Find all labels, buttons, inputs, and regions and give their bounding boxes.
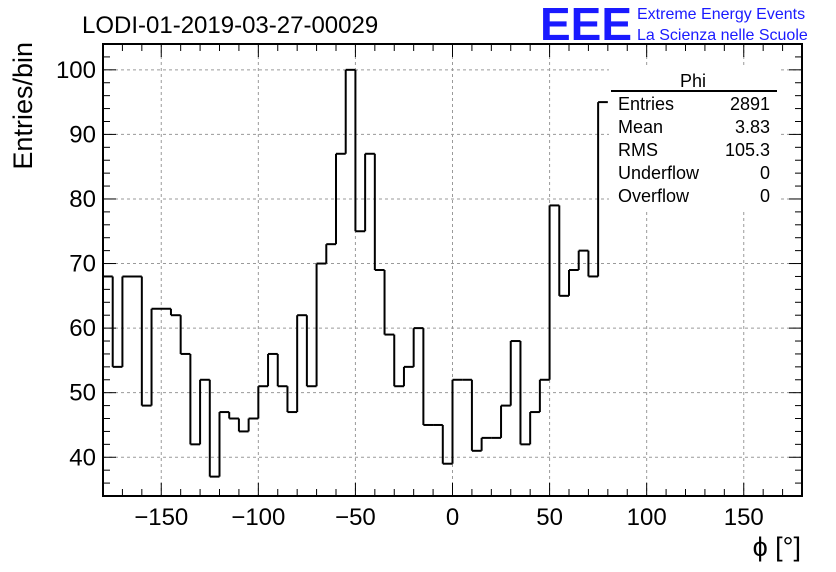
histogram-bin	[345, 68, 357, 232]
histogram-bin	[112, 276, 124, 368]
histogram-bin	[462, 378, 473, 451]
histogram-bin	[248, 386, 260, 420]
histogram-bin	[122, 275, 143, 406]
histogram-bin	[394, 366, 405, 388]
x-tick-label: −100	[231, 504, 285, 531]
histogram-bin	[578, 249, 590, 277]
histogram-bin	[306, 263, 318, 388]
tick-labels: −150 −100 −50 0 50 100 150 40 50 60 70 80 90 100	[56, 57, 764, 531]
stats-label-entries: Entries	[618, 94, 674, 114]
histogram-bin	[326, 153, 337, 246]
x-tick-label: 50	[536, 504, 563, 531]
stats-label-underflow: Underflow	[618, 163, 700, 183]
y-tick-label: 70	[69, 251, 96, 278]
histogram-bin	[403, 328, 415, 368]
histogram-bin	[336, 69, 347, 155]
x-tick-label: −50	[335, 504, 376, 531]
y-tick-label: 40	[69, 444, 96, 471]
x-axis-title: ϕ [°]	[753, 532, 801, 562]
histogram-bin	[569, 250, 580, 271]
stats-box: Phi Entries 2891 Mean 3.83 RMS 105.3 Und…	[609, 68, 779, 210]
histogram-bin	[520, 412, 532, 446]
histogram-bin	[190, 379, 202, 446]
histogram-bin	[316, 244, 328, 265]
axis-ticks	[103, 43, 802, 496]
y-tick-label: 80	[69, 186, 96, 213]
histogram-bin	[200, 378, 211, 477]
histogram-bin	[219, 411, 231, 419]
y-axis-title: Entries/bin	[8, 42, 38, 170]
chart-title: LODI-01-2019-03-27-00029	[82, 12, 378, 39]
stats-label-rms: RMS	[618, 140, 658, 160]
histogram-bin	[539, 205, 551, 381]
histogram-bin	[588, 102, 600, 278]
histogram-bin	[559, 270, 570, 297]
y-tick-label: 50	[69, 380, 96, 407]
x-tick-label: 100	[627, 504, 667, 531]
histogram-bin	[287, 315, 299, 414]
y-tick-label: 60	[69, 315, 96, 342]
histogram-series	[103, 68, 608, 478]
histogram-bin	[141, 308, 153, 407]
histogram-bin	[374, 269, 386, 335]
stats-value-mean: 3.83	[735, 117, 770, 137]
histogram-bin	[491, 405, 503, 439]
y-tick-label: 100	[56, 57, 96, 84]
eee-logo-mark: EEE	[540, 0, 632, 50]
histogram-bin	[413, 327, 425, 425]
eee-logo-line2: La Scienza nelle Scuole	[637, 27, 808, 44]
histogram-bin	[365, 152, 376, 270]
x-tick-label: 0	[446, 504, 459, 531]
histogram-bin	[229, 417, 240, 432]
eee-logo: EEE Extreme Energy Events La Scienza nel…	[540, 0, 808, 50]
stats-value-rms: 105.3	[725, 140, 770, 160]
stats-box-title: Phi	[680, 71, 706, 91]
histogram-bin	[442, 379, 454, 465]
histogram-bin	[277, 385, 289, 413]
x-tick-label: 150	[724, 504, 764, 531]
histogram-bin	[355, 153, 367, 233]
histogram-bin	[501, 341, 512, 407]
histogram-bin	[258, 353, 270, 388]
histogram-bin	[151, 307, 172, 316]
histogram-bin	[103, 275, 114, 367]
stats-value-underflow: 0	[760, 163, 770, 183]
x-tick-label: −150	[134, 504, 188, 531]
stats-label-overflow: Overflow	[618, 186, 690, 206]
histogram-bin	[384, 333, 396, 387]
stats-value-overflow: 0	[760, 186, 770, 206]
y-tick-label: 90	[69, 121, 96, 148]
eee-logo-line1: Extreme Energy Events	[637, 6, 805, 23]
stats-value-entries: 2891	[730, 94, 770, 114]
histogram-bin	[209, 412, 221, 478]
histogram-bin	[471, 437, 483, 452]
histogram-bin	[433, 423, 444, 464]
histogram-bin	[238, 418, 250, 433]
histogram-bin	[549, 204, 561, 296]
histogram-bin	[170, 314, 182, 354]
histogram-bin	[297, 314, 308, 387]
histogram-bin	[510, 340, 522, 445]
histogram-bin	[180, 352, 192, 445]
stats-label-mean: Mean	[618, 117, 663, 137]
histogram-bin	[530, 379, 541, 414]
histogram-bin	[268, 352, 279, 387]
grid-lines	[103, 44, 802, 496]
